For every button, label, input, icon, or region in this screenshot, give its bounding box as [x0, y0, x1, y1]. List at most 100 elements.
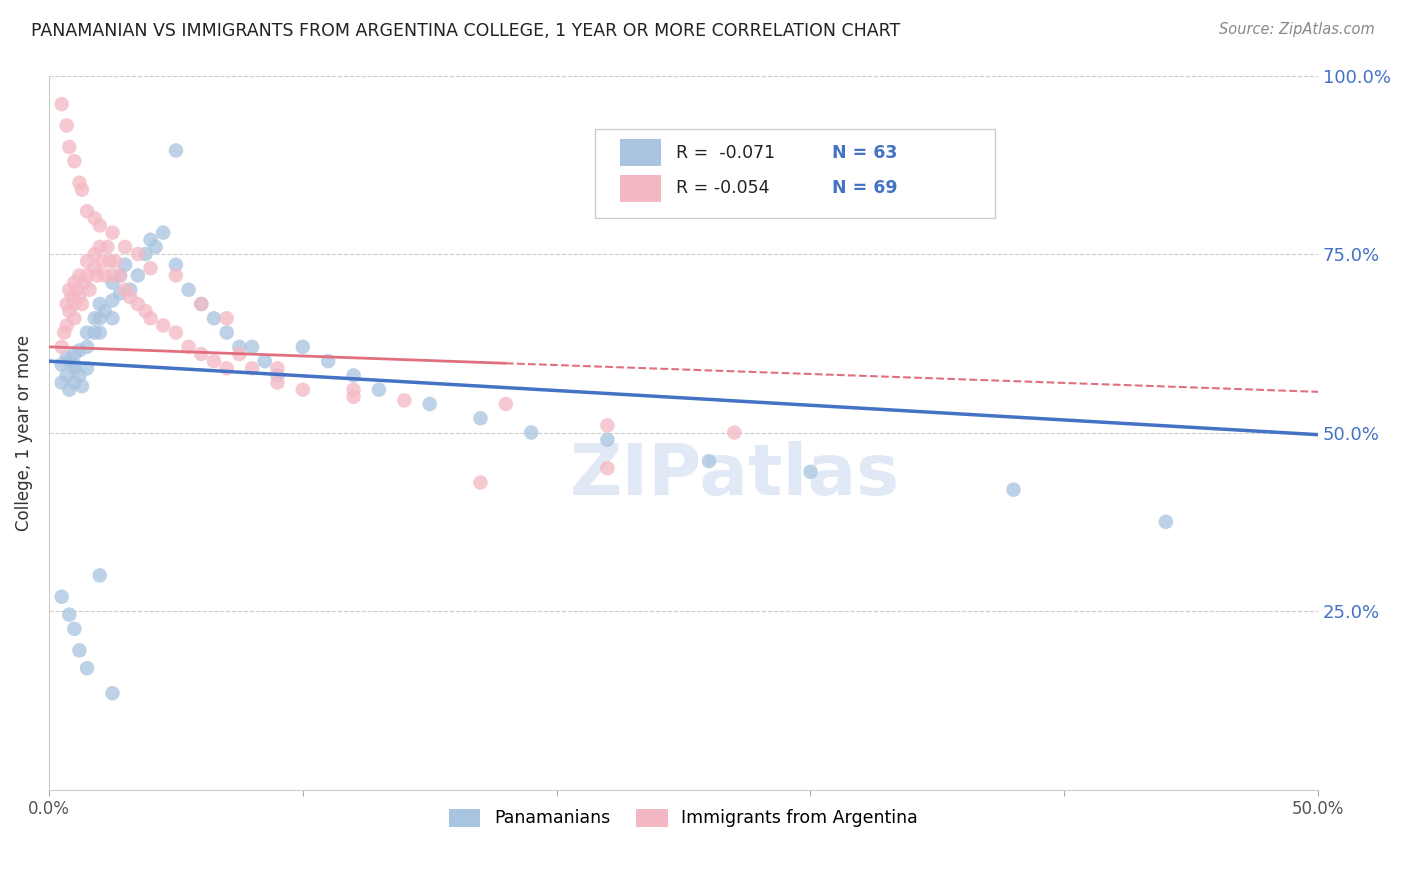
- Point: [165, 144, 187, 158]
- Point: [165, 258, 187, 272]
- Point: [1154, 515, 1177, 529]
- Point: [60, 290, 83, 304]
- Point: [83, 247, 105, 261]
- Point: [697, 454, 720, 468]
- Point: [63, 154, 86, 169]
- Point: [55, 368, 77, 383]
- Point: [190, 297, 212, 311]
- Point: [495, 397, 517, 411]
- Point: [101, 686, 124, 700]
- Point: [202, 311, 225, 326]
- Point: [215, 361, 238, 376]
- Point: [76, 204, 98, 219]
- Point: [76, 661, 98, 675]
- Point: [83, 311, 105, 326]
- Point: [342, 390, 364, 404]
- Point: [139, 233, 162, 247]
- Point: [101, 293, 124, 308]
- Point: [316, 354, 339, 368]
- Point: [73, 276, 96, 290]
- Point: [58, 283, 80, 297]
- Point: [145, 240, 167, 254]
- Point: [55, 318, 77, 333]
- Point: [63, 361, 86, 376]
- Point: [89, 297, 111, 311]
- Text: ZIPatlas: ZIPatlas: [569, 441, 900, 510]
- Point: [76, 268, 98, 283]
- Point: [66, 283, 89, 297]
- Point: [134, 304, 156, 318]
- Point: [127, 268, 149, 283]
- Point: [342, 368, 364, 383]
- Point: [394, 393, 416, 408]
- Point: [127, 297, 149, 311]
- Point: [76, 326, 98, 340]
- Point: [152, 318, 174, 333]
- Point: [89, 311, 111, 326]
- Point: [120, 290, 142, 304]
- Point: [89, 568, 111, 582]
- Text: R = -0.054: R = -0.054: [676, 179, 769, 197]
- Point: [101, 311, 124, 326]
- Point: [89, 219, 111, 233]
- Point: [240, 361, 263, 376]
- Point: [470, 411, 492, 425]
- Point: [368, 383, 391, 397]
- Point: [108, 268, 131, 283]
- Point: [101, 226, 124, 240]
- Point: [63, 376, 86, 390]
- Point: [799, 465, 821, 479]
- Point: [127, 247, 149, 261]
- Point: [228, 347, 250, 361]
- Point: [266, 376, 288, 390]
- Point: [470, 475, 492, 490]
- Point: [58, 607, 80, 622]
- Point: [596, 418, 619, 433]
- Point: [215, 311, 238, 326]
- Legend: Panamanians, Immigrants from Argentina: Panamanians, Immigrants from Argentina: [441, 802, 925, 834]
- Point: [139, 311, 162, 326]
- FancyBboxPatch shape: [620, 139, 661, 166]
- Point: [63, 276, 86, 290]
- Point: [723, 425, 745, 440]
- Point: [94, 304, 117, 318]
- Point: [94, 268, 117, 283]
- Point: [76, 361, 98, 376]
- Point: [190, 347, 212, 361]
- Point: [104, 254, 127, 268]
- Point: [89, 326, 111, 340]
- FancyBboxPatch shape: [620, 175, 661, 202]
- Text: Source: ZipAtlas.com: Source: ZipAtlas.com: [1219, 22, 1375, 37]
- Point: [53, 326, 76, 340]
- Point: [98, 254, 121, 268]
- Point: [520, 425, 543, 440]
- Point: [165, 326, 187, 340]
- Point: [291, 340, 314, 354]
- Text: R =  -0.071: R = -0.071: [676, 144, 775, 161]
- Point: [139, 261, 162, 276]
- Point: [51, 590, 73, 604]
- Point: [202, 354, 225, 368]
- Point: [120, 283, 142, 297]
- Point: [63, 297, 86, 311]
- Point: [253, 354, 276, 368]
- Point: [228, 340, 250, 354]
- Point: [91, 254, 114, 268]
- Point: [67, 268, 90, 283]
- Point: [83, 261, 105, 276]
- FancyBboxPatch shape: [595, 129, 994, 219]
- Point: [114, 240, 136, 254]
- Point: [596, 433, 619, 447]
- Point: [63, 622, 86, 636]
- Point: [96, 240, 118, 254]
- Point: [67, 343, 90, 358]
- Point: [83, 326, 105, 340]
- Point: [419, 397, 441, 411]
- Point: [51, 340, 73, 354]
- Point: [67, 643, 90, 657]
- Point: [67, 368, 90, 383]
- Point: [165, 268, 187, 283]
- Point: [79, 283, 101, 297]
- Point: [83, 211, 105, 226]
- Point: [342, 383, 364, 397]
